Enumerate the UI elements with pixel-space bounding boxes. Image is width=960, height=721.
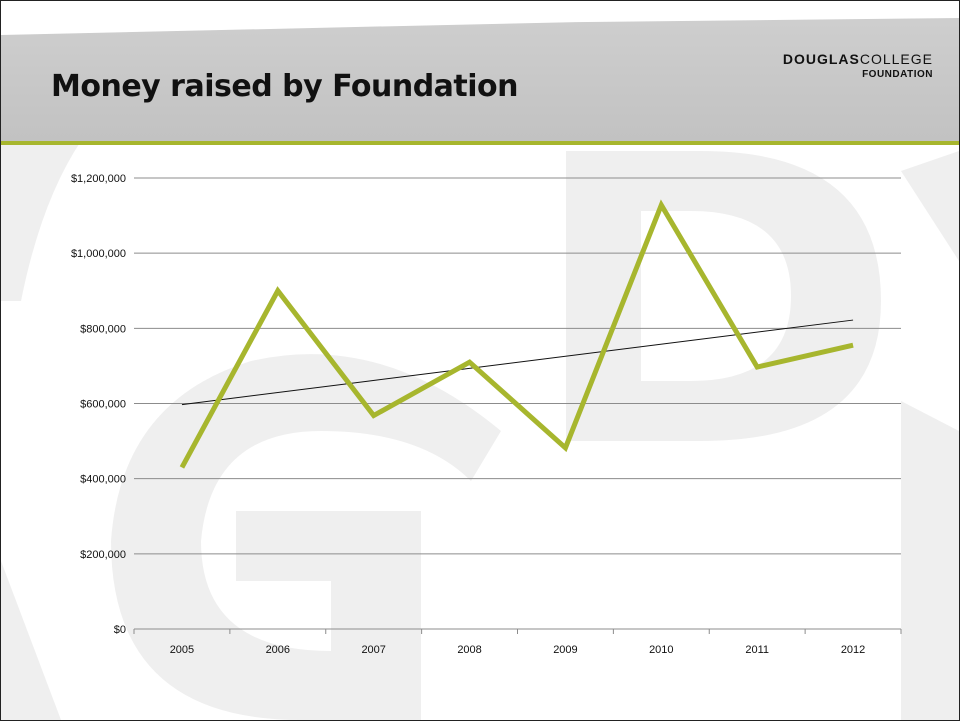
- y-tick-label: $1,000,000: [71, 248, 126, 260]
- x-tick-label: 2005: [170, 644, 194, 656]
- y-tick-label: $1,200,000: [71, 173, 126, 185]
- y-tick-label: $800,000: [80, 323, 126, 335]
- series-line: [179, 199, 854, 469]
- logo-foundation: FOUNDATION: [862, 69, 933, 80]
- x-tick-label: 2006: [266, 644, 290, 656]
- logo-wordmark: DOUGLASCOLLEGE: [783, 51, 933, 67]
- header-accent-rule: [1, 141, 959, 145]
- x-tick-label: 2008: [457, 644, 481, 656]
- x-tick-label: 2009: [553, 644, 577, 656]
- y-tick-label: $400,000: [80, 474, 126, 486]
- y-tick-label: $600,000: [80, 399, 126, 411]
- y-tick-label: $0: [114, 624, 126, 636]
- x-tick-label: 2007: [361, 644, 385, 656]
- slide-title: Money raised by Foundation: [51, 69, 519, 104]
- douglas-college-foundation-logo: DOUGLASCOLLEGE FOUNDATION: [783, 51, 933, 80]
- logo-word-douglas: DOUGLAS: [782, 51, 860, 67]
- x-tick-label: 2010: [649, 644, 673, 656]
- trendline: [181, 319, 854, 406]
- x-tick-label: 2012: [841, 644, 865, 656]
- y-tick-label: $200,000: [80, 549, 126, 561]
- logo-word-college: COLLEGE: [859, 51, 933, 67]
- x-tick-label: 2011: [745, 644, 769, 656]
